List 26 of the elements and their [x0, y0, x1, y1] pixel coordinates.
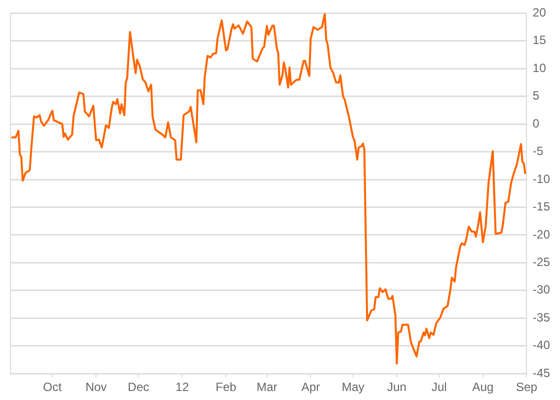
y-tick-label: -35: [532, 310, 550, 324]
x-tick-label: Nov: [85, 380, 107, 394]
x-tick-label: Apr: [301, 380, 320, 394]
y-tick-label: -30: [532, 282, 550, 297]
y-tick-label: 10: [532, 60, 546, 75]
y-tick-label: 15: [532, 33, 546, 48]
y-tick-label: -25: [532, 255, 550, 270]
x-tick-label: Oct: [43, 380, 62, 394]
y-tick-label: -10: [532, 172, 550, 186]
y-tick-label: 20: [532, 6, 546, 20]
x-tick-label: Aug: [472, 380, 494, 394]
x-tick-label: Mar: [256, 380, 278, 394]
y-tick-label: 0: [532, 116, 540, 130]
y-tick-label: -15: [532, 200, 550, 214]
x-tick-label: Jul: [431, 380, 447, 394]
x-tick-label: May: [342, 380, 364, 394]
x-tick-label: Sep: [516, 380, 538, 394]
y-tick-label: -5: [532, 144, 544, 158]
y-tick-label: 5: [532, 88, 540, 103]
y-tick-label: -45: [532, 366, 550, 380]
y-tick-label: -40: [532, 338, 550, 352]
x-tick-label: Dec: [128, 380, 150, 394]
y-tick-label: -20: [532, 227, 550, 242]
x-tick-label: 12: [176, 380, 190, 394]
x-tick-label: Feb: [216, 380, 237, 394]
x-tick-label: Jun: [387, 380, 406, 394]
